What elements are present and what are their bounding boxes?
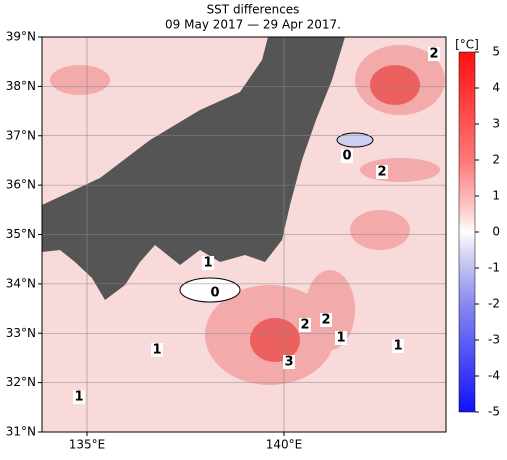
colorbar-unit: [°C] xyxy=(455,38,479,52)
subtitle: 09 May 2017 — 29 Apr 2017. xyxy=(165,18,341,32)
cool-patch xyxy=(336,132,374,148)
contour-label-bg xyxy=(392,339,404,353)
colorbar-tick-label: 5 xyxy=(492,45,500,59)
lat-tick-label: 32°N xyxy=(6,375,36,389)
colorbar-tick-label: 3 xyxy=(492,117,500,131)
colorbar-tick-label: -5 xyxy=(488,405,500,419)
contour-label-bg xyxy=(73,390,85,404)
contour-label-bg xyxy=(341,149,353,163)
contour-label: 1 xyxy=(74,390,83,405)
contour-label: 2 xyxy=(377,165,386,180)
colorbar-tick-label: 2 xyxy=(492,153,500,167)
lat-tick-label: 38°N xyxy=(6,79,36,93)
colorbar-tick-label: -1 xyxy=(488,261,500,275)
lat-tick-label: 33°N xyxy=(6,326,36,340)
contour-label: 2 xyxy=(300,318,309,333)
contour-label-bg xyxy=(202,256,214,270)
contour-label: 3 xyxy=(284,355,293,370)
lon-tick-label: 135°E xyxy=(69,438,106,452)
colorbar xyxy=(458,51,476,413)
contour-label-bg xyxy=(335,331,347,345)
lat-tick-label: 31°N xyxy=(6,425,36,439)
plot-frame xyxy=(41,36,447,433)
contour-label-bg xyxy=(209,286,221,300)
lat-tick-label: 36°N xyxy=(6,178,36,192)
hot-patches xyxy=(250,65,420,362)
lat-tick-label: 37°N xyxy=(6,128,36,142)
colorbar-tick-label: 1 xyxy=(492,189,500,203)
colorbar-tick-label: 4 xyxy=(492,81,500,95)
contour-label-bg xyxy=(151,343,163,357)
contour-label: 1 xyxy=(203,256,212,271)
contour-label-bg xyxy=(320,313,332,327)
colorbar-tick-label: -4 xyxy=(488,369,500,383)
contour-label-bg xyxy=(376,165,388,179)
contour-label: 2 xyxy=(429,47,438,62)
contour-label-bg xyxy=(283,355,295,369)
lon-tick-label: 140°E xyxy=(266,438,303,452)
contour-label: 1 xyxy=(393,339,402,354)
colorbar-tick-label: -3 xyxy=(488,333,500,347)
contour-label: 0 xyxy=(210,286,219,301)
lat-tick-label: 34°N xyxy=(6,276,36,290)
contour-label: 2 xyxy=(321,313,330,328)
contour-label: 1 xyxy=(336,331,345,346)
contour-label: 0 xyxy=(342,149,351,164)
lat-tick-label: 39°N xyxy=(6,30,36,44)
lat-tick-label: 35°N xyxy=(6,227,36,241)
contour-label-bg xyxy=(299,318,311,332)
contour-label: 1 xyxy=(152,343,161,358)
contour-label-bg xyxy=(428,47,440,61)
colorbar-tick-label: -2 xyxy=(488,297,500,311)
title: SST differences xyxy=(207,3,300,17)
colorbar-tick-label: 0 xyxy=(492,225,500,239)
